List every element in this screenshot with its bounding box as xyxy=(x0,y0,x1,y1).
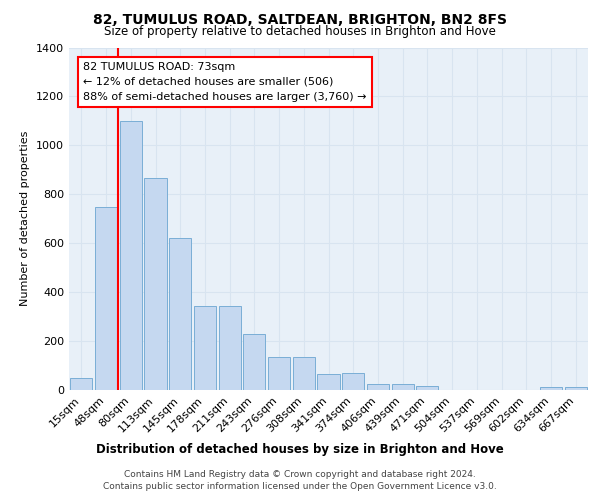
Text: 82, TUMULUS ROAD, SALTDEAN, BRIGHTON, BN2 8FS: 82, TUMULUS ROAD, SALTDEAN, BRIGHTON, BN… xyxy=(93,12,507,26)
Bar xyxy=(70,378,92,390)
Bar xyxy=(119,121,142,390)
Bar xyxy=(565,387,587,390)
Bar xyxy=(243,334,265,390)
Bar xyxy=(317,374,340,390)
Bar xyxy=(416,386,439,390)
Bar xyxy=(169,238,191,390)
Bar xyxy=(218,306,241,390)
Bar xyxy=(145,178,167,390)
Bar xyxy=(293,357,315,390)
Bar xyxy=(392,384,414,390)
Bar xyxy=(268,357,290,390)
Text: Contains HM Land Registry data © Crown copyright and database right 2024.: Contains HM Land Registry data © Crown c… xyxy=(124,470,476,479)
Bar xyxy=(194,306,216,390)
Bar xyxy=(95,206,117,390)
Bar xyxy=(540,387,562,390)
Text: Distribution of detached houses by size in Brighton and Hove: Distribution of detached houses by size … xyxy=(96,442,504,456)
Bar xyxy=(342,373,364,390)
Bar xyxy=(367,384,389,390)
Text: Size of property relative to detached houses in Brighton and Hove: Size of property relative to detached ho… xyxy=(104,25,496,38)
Y-axis label: Number of detached properties: Number of detached properties xyxy=(20,131,31,306)
Text: Contains public sector information licensed under the Open Government Licence v3: Contains public sector information licen… xyxy=(103,482,497,491)
Text: 82 TUMULUS ROAD: 73sqm
← 12% of detached houses are smaller (506)
88% of semi-de: 82 TUMULUS ROAD: 73sqm ← 12% of detached… xyxy=(83,62,367,102)
